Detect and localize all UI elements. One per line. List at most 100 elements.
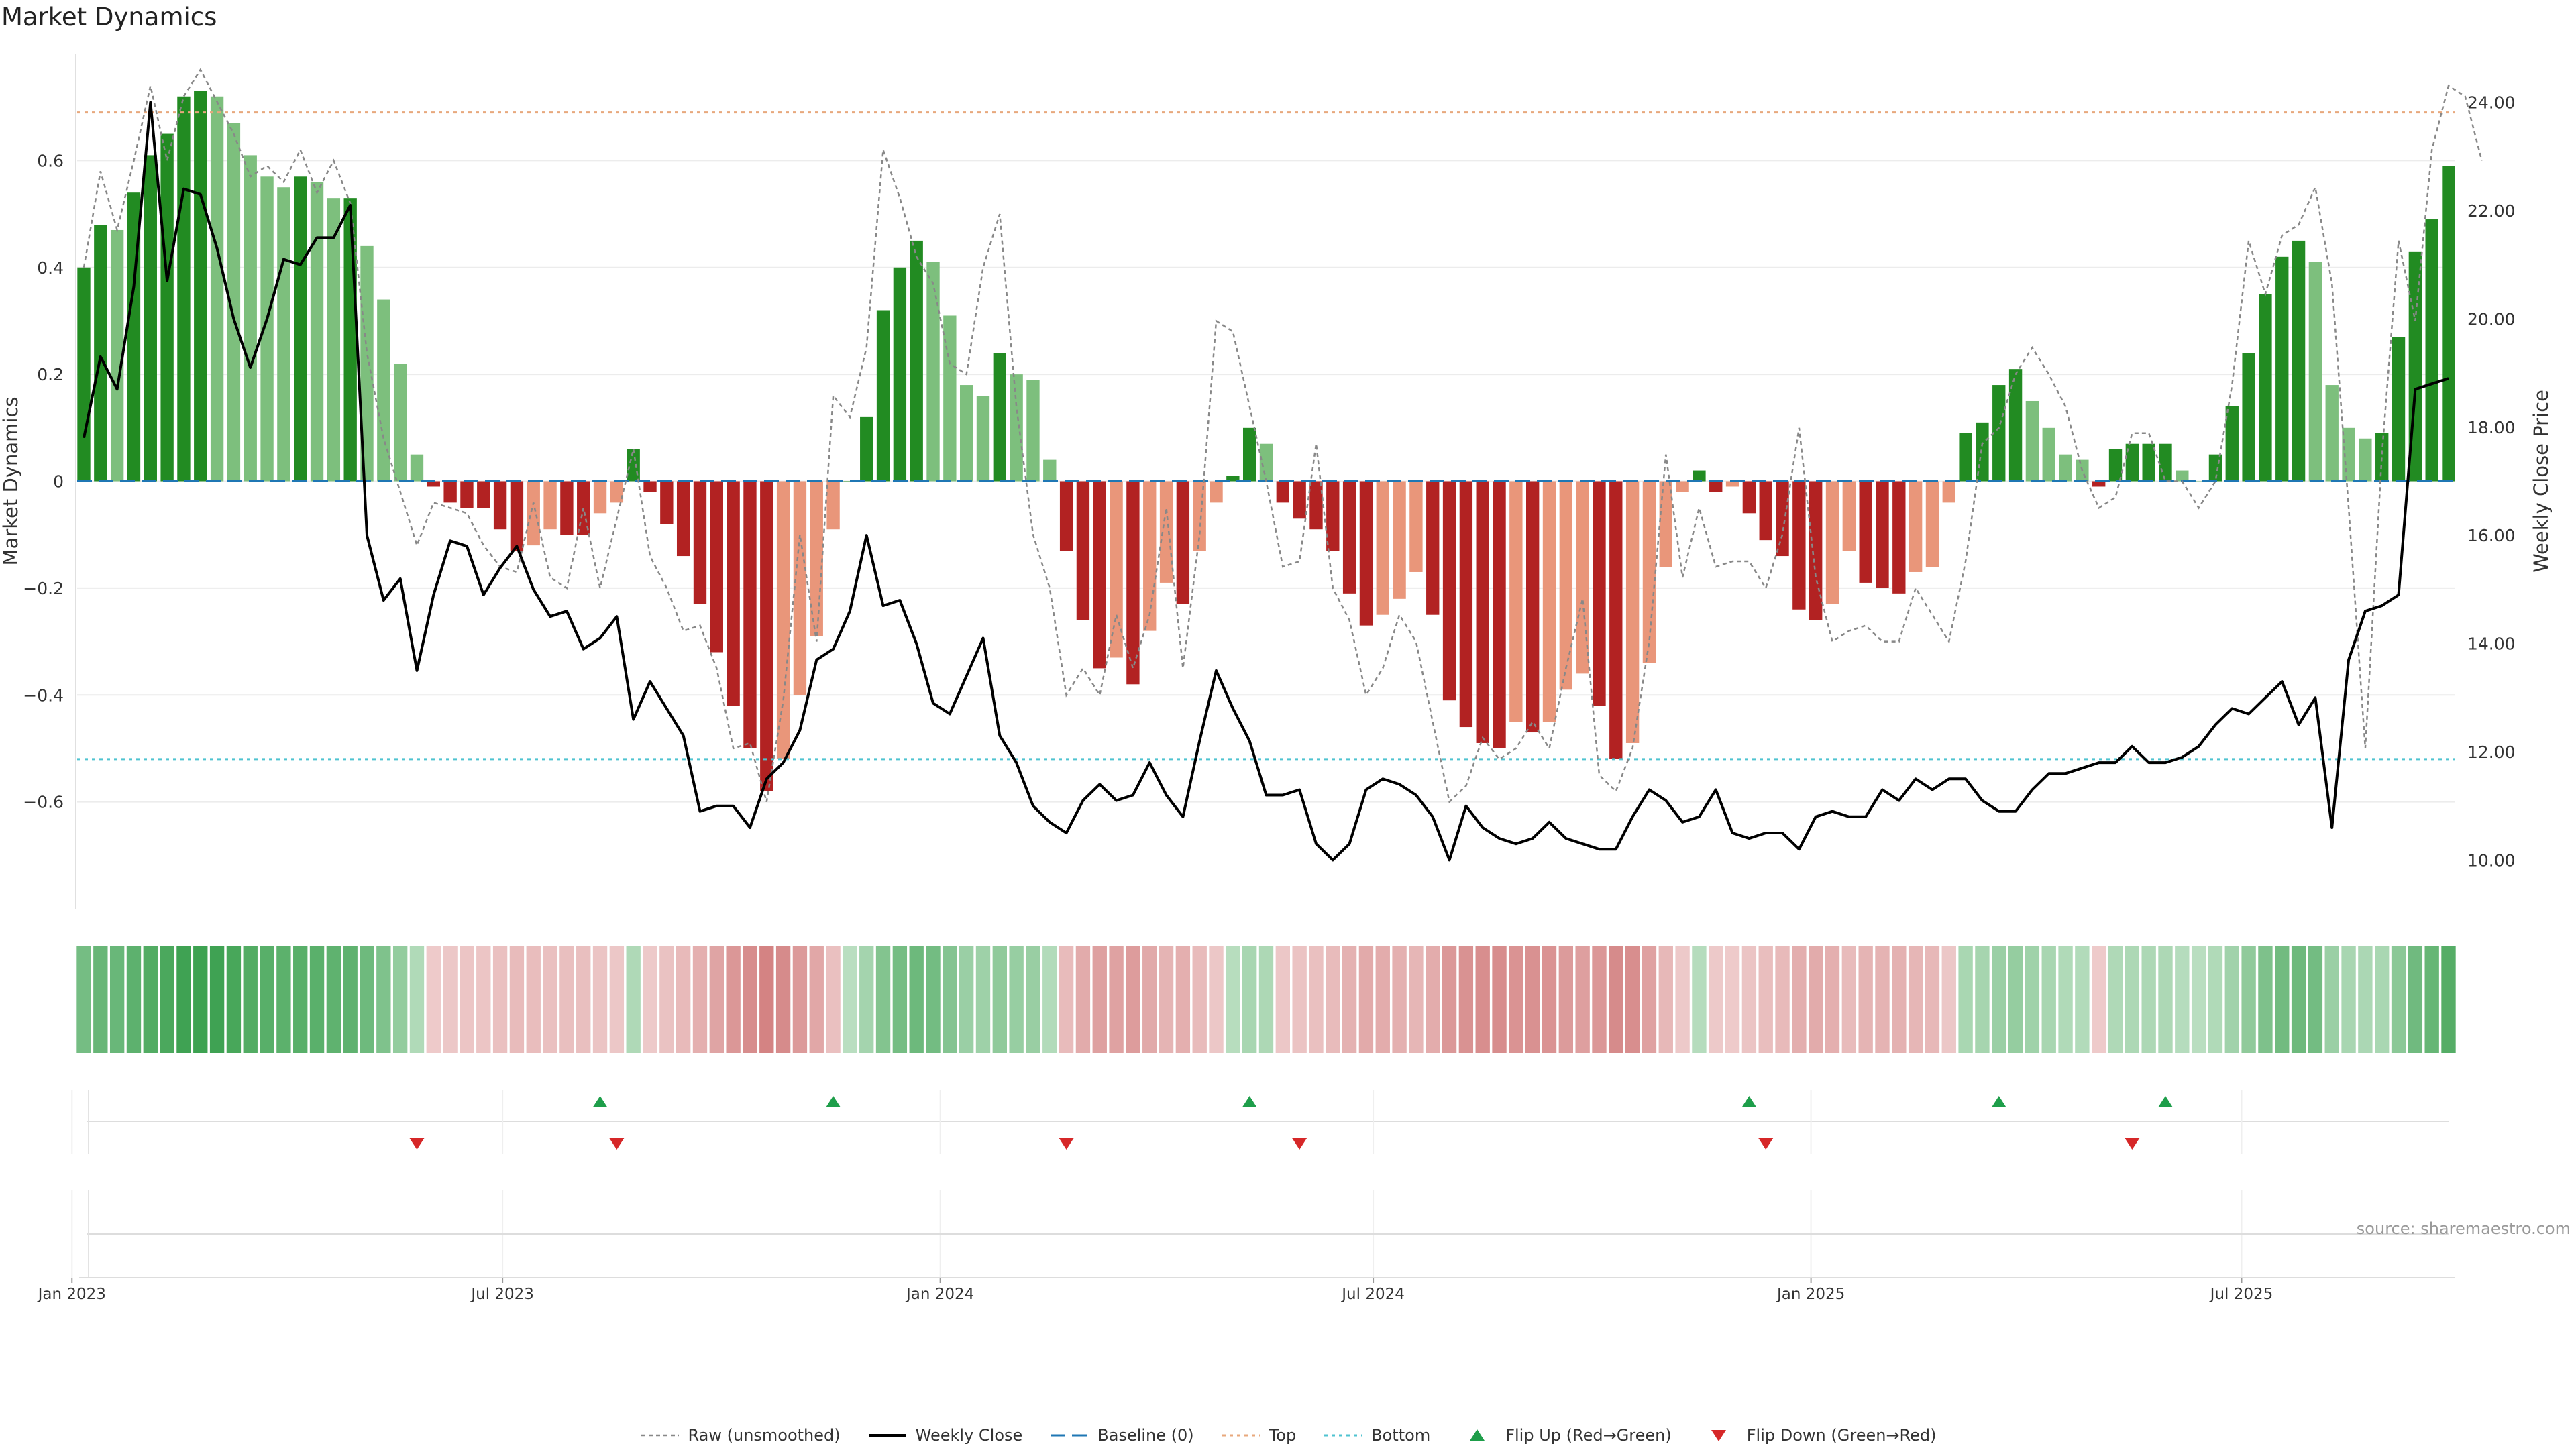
dynamics-bar: [1809, 481, 1823, 620]
x-tick-label: Jul 2024: [1340, 1286, 1405, 1303]
x-tick-label: Jul 2023: [470, 1286, 534, 1303]
heat-cell: [543, 946, 557, 1053]
dynamics-bar: [1342, 481, 1356, 594]
dynamics-bar: [1409, 481, 1423, 572]
legend: Raw (unsmoothed) Weekly Close Baseline (0)…: [0, 1420, 2576, 1450]
dynamics-bar: [1825, 481, 1839, 604]
heat-cell: [226, 946, 241, 1053]
heat-cell: [759, 946, 774, 1053]
heat-cell: [326, 946, 341, 1053]
axes: −0.6 −0.4 −0.2 0 0.2 0.4 0.6 10.00 12.00 14.00 16.…: [0, 54, 2553, 909]
dynamics-bar: [926, 262, 940, 482]
dynamics-bar: [1542, 481, 1556, 722]
dynamics-bar: [1459, 481, 1473, 728]
heat-cell: [2175, 946, 2190, 1053]
heat-cell: [559, 946, 574, 1053]
flip-down-marker: [1059, 1138, 1074, 1150]
heat-cell: [1692, 946, 1707, 1053]
dynamics-bar: [1709, 481, 1723, 492]
dynamics-bar: [2325, 385, 2339, 482]
dynamics-bar: [1442, 481, 1456, 701]
heat-cell: [1409, 946, 1424, 1053]
heat-cell: [992, 946, 1007, 1053]
dynamics-bar: [1126, 481, 1140, 685]
heat-cell: [1258, 946, 1274, 1053]
heat-cell: [443, 946, 458, 1053]
dynamics-bar: [2292, 240, 2306, 482]
heat-cell: [1159, 946, 1174, 1053]
dynamics-bar: [2375, 433, 2389, 482]
heat-cell: [643, 946, 657, 1053]
dynamics-bar: [2442, 166, 2455, 482]
dynamics-bar: [1226, 476, 1240, 482]
dynamics-bar: [1509, 481, 1523, 722]
legend-label: Weekly Close: [915, 1426, 1023, 1445]
legend-symbol-raw: [641, 1434, 679, 1437]
dynamics-bar: [1892, 481, 1906, 594]
y2-tick-label: 12.00: [2467, 742, 2516, 762]
heat-cell: [2241, 946, 2256, 1053]
flip-up-marker: [592, 1096, 608, 1107]
dynamics-bar: [1593, 481, 1606, 706]
legend-label: Bottom: [1371, 1426, 1431, 1445]
heat-cell: [1758, 946, 1773, 1053]
legend-item-top: Top: [1221, 1426, 1296, 1445]
y2-tick-label: 14.00: [2467, 634, 2516, 654]
dynamics-bar: [1859, 481, 1872, 583]
dynamics-bar: [1359, 481, 1373, 626]
flip-down-marker: [609, 1138, 625, 1150]
y-tick-label: −0.6: [23, 793, 64, 812]
flip-up-marker: [826, 1096, 841, 1107]
dynamics-bar: [876, 310, 890, 482]
y2-tick-label: 18.00: [2467, 418, 2516, 437]
heat-cell: [1426, 946, 1440, 1053]
y-tick-label: 0.2: [37, 365, 64, 384]
dynamics-bar: [77, 267, 91, 482]
dynamics-bar: [194, 91, 207, 482]
x-tick-label: Jan 2025: [1776, 1286, 1845, 1303]
heat-cell: [2358, 946, 2373, 1053]
y-tick-label: 0.4: [37, 258, 64, 278]
heat-cell: [1658, 946, 1673, 1053]
heat-cell: [2275, 946, 2290, 1053]
heat-cell: [875, 946, 891, 1053]
heat-cell: [892, 946, 908, 1053]
legend-symbol-close: [868, 1434, 906, 1437]
heat-cell: [1309, 946, 1324, 1053]
heat-cell: [2208, 946, 2223, 1053]
heat-cell: [943, 946, 957, 1053]
heat-cell: [509, 946, 525, 1053]
heat-cell: [492, 946, 508, 1053]
heat-cell: [843, 946, 857, 1053]
heat-cell: [1575, 946, 1590, 1053]
flip-up-marker: [1991, 1096, 2006, 1107]
legend-symbol-flip_down: [1711, 1430, 1726, 1441]
dynamics-bar: [277, 187, 290, 482]
dynamics-bar: [727, 481, 740, 706]
dynamics-bar: [1476, 481, 1489, 743]
dynamics-bar: [244, 155, 257, 482]
heat-cell: [1175, 946, 1191, 1053]
dynamics-bar: [593, 481, 607, 514]
dynamics-bar: [543, 481, 557, 530]
heat-strip: [76, 946, 2456, 1053]
heat-cell: [2291, 946, 2306, 1053]
heat-cell: [1009, 946, 1024, 1053]
dynamics-bar: [294, 176, 307, 482]
heat-cell: [1126, 946, 1140, 1053]
heat-cell: [2324, 946, 2339, 1053]
heat-cell: [1875, 946, 1890, 1053]
dynamics-bar: [260, 176, 274, 482]
heat-cell: [809, 946, 824, 1053]
heat-cell: [1142, 946, 1157, 1053]
heat-cell: [1075, 946, 1091, 1053]
heat-cell: [193, 946, 208, 1053]
heat-cell: [1858, 946, 1873, 1053]
dynamics-bar: [943, 315, 957, 482]
dynamics-bar: [826, 481, 840, 530]
legend-label: Baseline (0): [1097, 1426, 1194, 1445]
legend-item-close: Weekly Close: [867, 1426, 1023, 1445]
legend-label: Raw (unsmoothed): [688, 1426, 841, 1445]
dynamics-bar: [1159, 481, 1173, 583]
flip-up-marker: [1242, 1096, 1257, 1107]
